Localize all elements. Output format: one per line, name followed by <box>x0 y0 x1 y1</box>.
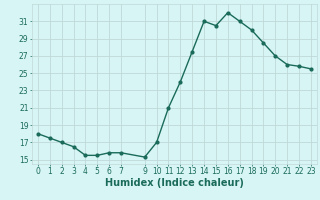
X-axis label: Humidex (Indice chaleur): Humidex (Indice chaleur) <box>105 178 244 188</box>
